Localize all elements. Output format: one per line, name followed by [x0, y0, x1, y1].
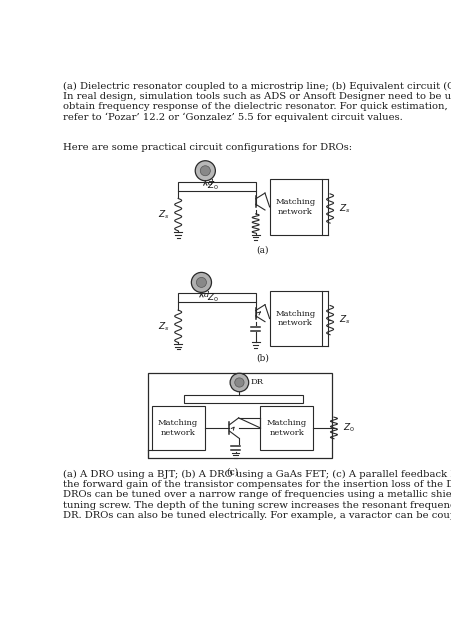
Circle shape — [195, 161, 215, 180]
Bar — [178, 293, 255, 303]
Circle shape — [230, 373, 248, 392]
Bar — [269, 179, 321, 235]
Circle shape — [191, 273, 211, 292]
Text: $Z_s$: $Z_s$ — [158, 209, 170, 221]
Text: $Z_0$: $Z_0$ — [207, 180, 219, 193]
Text: $Z_0$: $Z_0$ — [342, 422, 354, 434]
Text: (b): (b) — [256, 353, 268, 362]
Text: d: d — [207, 179, 212, 187]
Circle shape — [234, 378, 244, 387]
Text: Matching
network: Matching network — [158, 419, 198, 436]
Text: Matching
network: Matching network — [275, 198, 315, 216]
Bar — [269, 291, 321, 346]
Text: (a) Dielectric resonator coupled to a microstrip line; (b) Equivalent circuit (G: (a) Dielectric resonator coupled to a mi… — [63, 81, 451, 122]
Circle shape — [196, 277, 206, 287]
Text: Matching
network: Matching network — [266, 419, 306, 436]
Bar — [184, 395, 302, 403]
Bar — [152, 406, 204, 451]
Bar — [147, 373, 331, 458]
Text: (a): (a) — [256, 245, 268, 255]
Text: (a) A DRO using a BJT; (b) A DRO using a GaAs FET; (c) A parallel feedback DRO, : (a) A DRO using a BJT; (b) A DRO using a… — [63, 470, 451, 520]
Bar — [260, 406, 313, 451]
Text: $Z_0$: $Z_0$ — [207, 292, 219, 304]
Text: d: d — [203, 291, 209, 299]
Circle shape — [200, 166, 210, 176]
Text: $Z_s$: $Z_s$ — [158, 320, 170, 333]
Bar — [178, 182, 255, 191]
Text: $Z_s$: $Z_s$ — [339, 202, 350, 214]
Text: DR: DR — [250, 378, 263, 387]
Text: Here are some practical circuit configurations for DROs:: Here are some practical circuit configur… — [63, 143, 351, 152]
Text: (c): (c) — [226, 467, 238, 476]
Text: $Z_s$: $Z_s$ — [339, 314, 350, 326]
Text: Matching
network: Matching network — [275, 310, 315, 327]
